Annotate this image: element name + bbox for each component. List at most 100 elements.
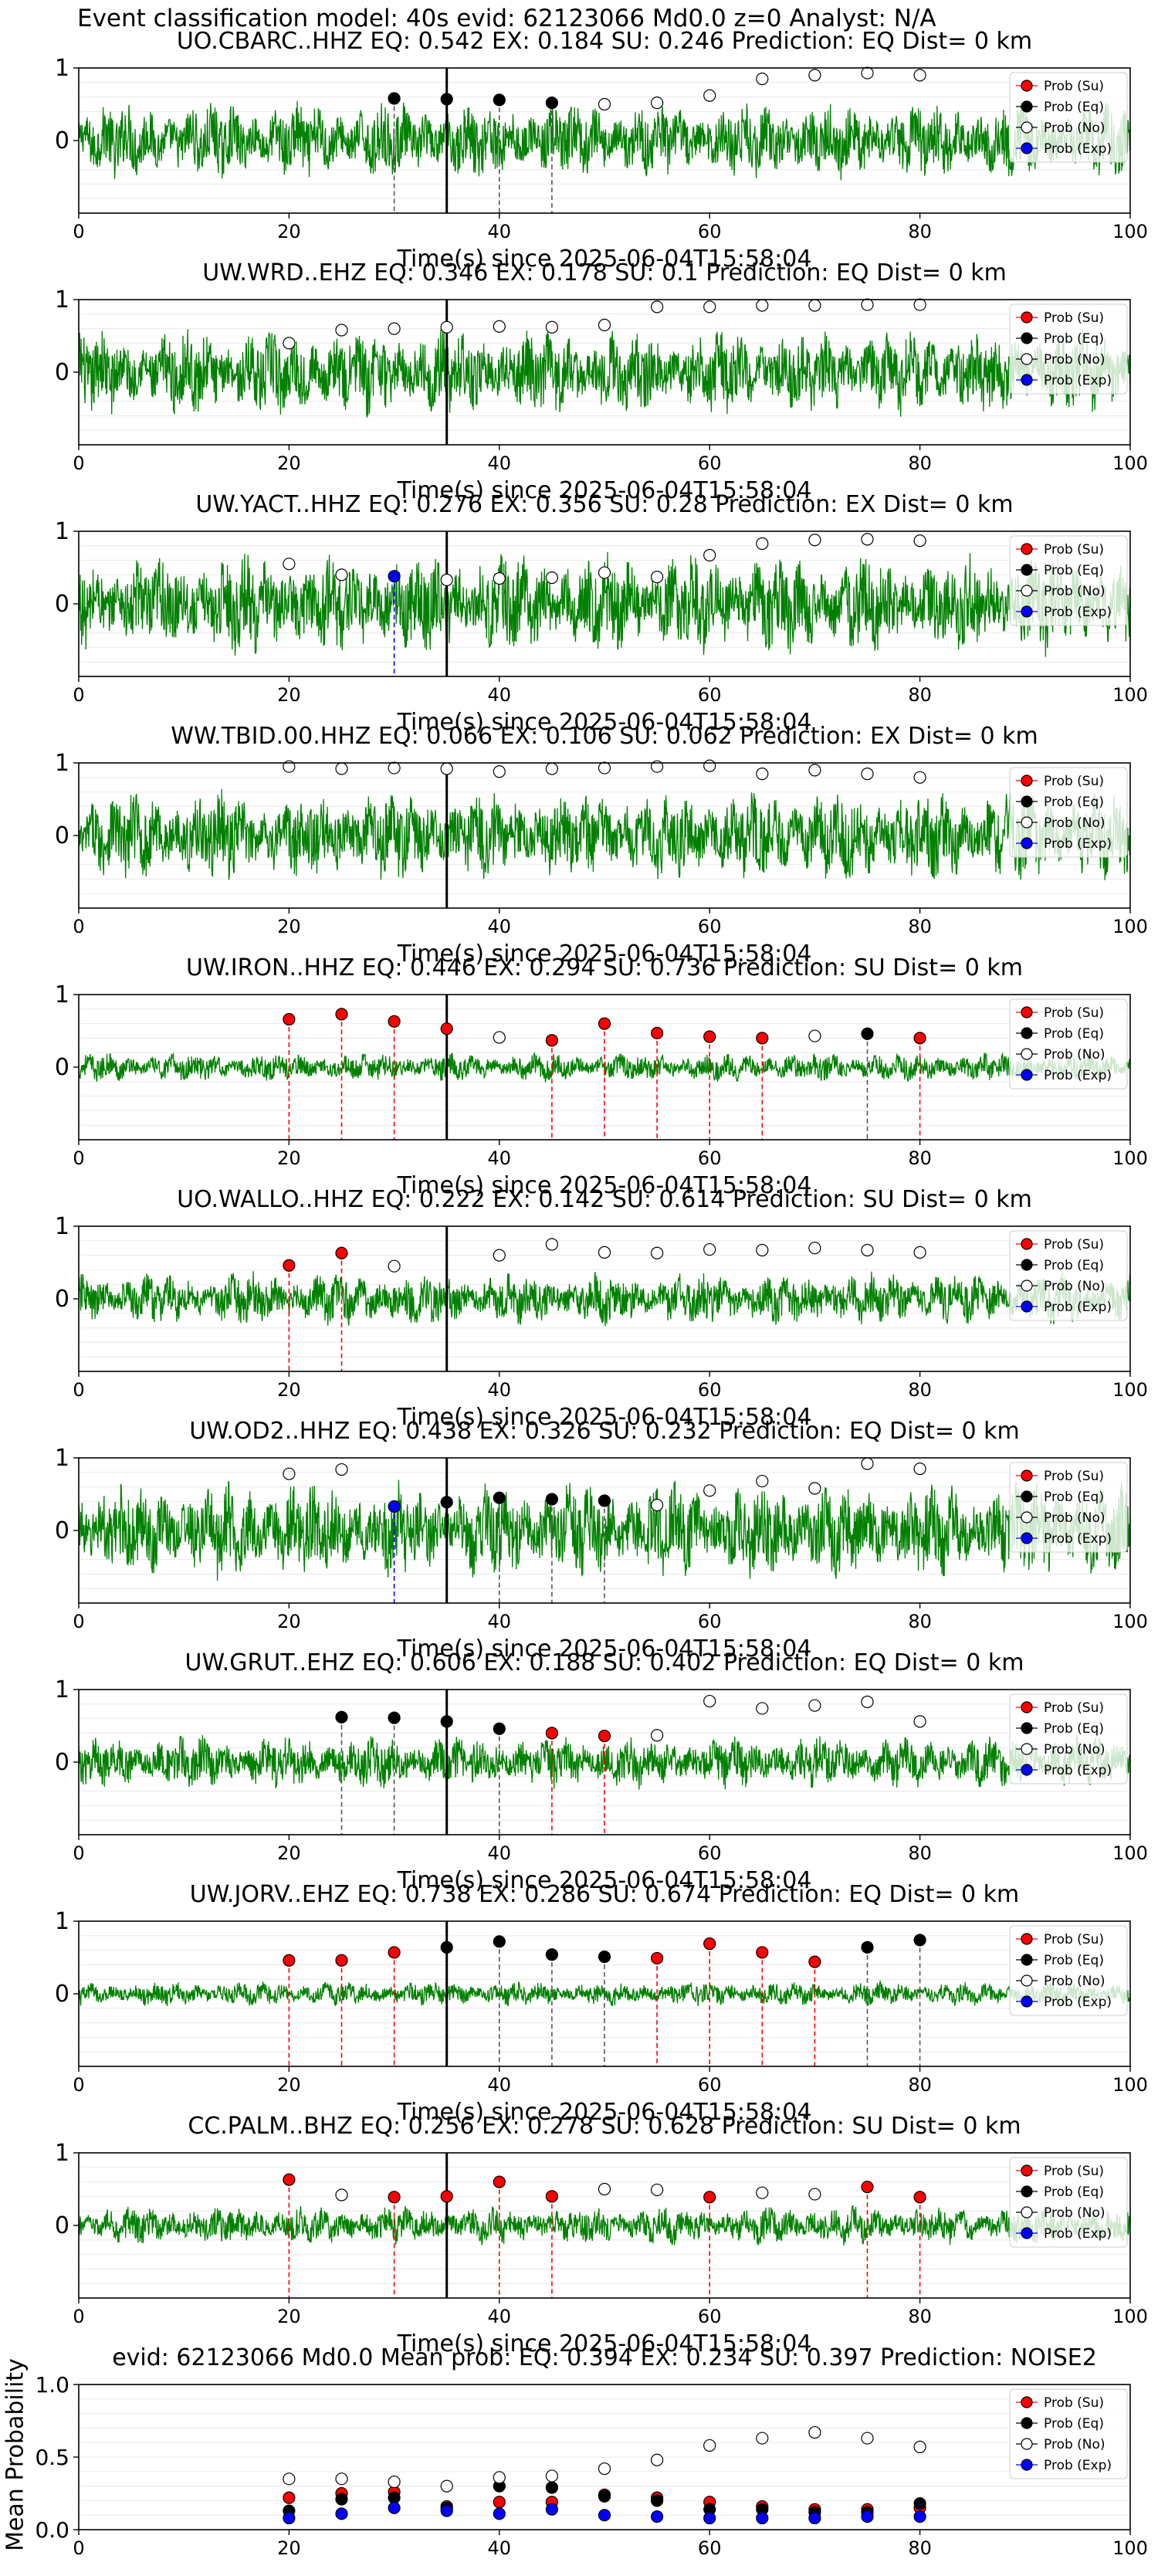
mean-prob-point-no [650,2453,664,2466]
prob-marker-no [703,548,716,562]
x-tick-label: 60 [698,684,722,706]
prob-marker-no [756,72,769,86]
mean-prob-point-exp [598,2509,611,2522]
legend-label: Prob (Eq) [1044,100,1104,115]
x-axis-label: Time(s) since 2025-06-04T15:58:04 [397,477,812,504]
legend-marker-eq [1021,1027,1033,1039]
x-tick-label: 100 [1112,221,1148,242]
x-tick-label: 0 [73,1611,84,1632]
legend-marker-no [1021,1974,1033,1987]
waveform-trace [79,1271,1130,1327]
x-axis-label: Time(s) since 2025-06-04T15:58:04 [397,1172,812,1199]
prob-marker-no [756,1243,769,1257]
prob-marker-no [861,1243,874,1257]
station-panel: UW.IRON..HHZ EQ: 0.446 EX: 0.294 SU: 0.7… [0,954,1158,1199]
x-tick-label: 20 [277,1842,301,1864]
prob-marker-su [283,1259,296,1272]
prob-marker-eq [440,1715,453,1728]
legend-marker-eq [1021,1259,1033,1271]
prob-marker-no [913,534,926,547]
legend-label: Prob (Su) [1044,1932,1104,1947]
legend-label: Prob (Exp) [1044,1068,1112,1083]
prob-marker-eq [388,1711,401,1724]
y-tick-label: 0 [55,1054,69,1081]
prob-marker-eq [388,92,401,105]
prob-marker-no [493,320,506,333]
legend-marker-eq [1021,1490,1033,1503]
legend-label: Prob (Su) [1044,79,1104,94]
prob-marker-no [493,571,506,585]
prob-marker-eq [440,1940,453,1954]
x-tick-label: 100 [1112,1842,1148,1864]
prob-marker-su [335,1246,348,1259]
legend-marker-eq [1021,1722,1033,1734]
x-axis-label: Time(s) since 2025-06-04T15:58:04 [397,709,812,736]
legend-label: Prob (Exp) [1044,1763,1112,1778]
prob-marker-no [703,89,716,102]
x-tick-label: 80 [908,2537,932,2559]
prob-marker-no [808,1242,821,1255]
x-tick-label: 20 [277,2074,301,2096]
prob-marker-no [756,537,769,551]
station-panel: UO.WALLO..HHZ EQ: 0.222 EX: 0.142 SU: 0.… [0,1186,1158,1431]
y-tick-label: 1 [55,286,69,314]
prob-marker-no [335,324,348,337]
prob-marker-no [703,759,716,772]
grid-lines [79,82,1130,199]
x-tick-label: 60 [698,1147,722,1169]
prob-marker-eq [598,1950,611,1964]
x-tick-label: 100 [1112,1611,1148,1632]
x-tick-label: 60 [698,1379,722,1401]
y-tick-label: 1 [55,981,69,1008]
mean-prob-point-exp [756,2511,769,2525]
legend-label: Prob (Exp) [1044,1995,1112,2010]
prob-marker-no [861,767,874,781]
panel-title: UO.WALLO..HHZ EQ: 0.222 EX: 0.142 SU: 0.… [177,1186,1032,1213]
prob-marker-no [703,1484,716,1497]
waveform-trace [79,329,1130,418]
prob-marker-no [598,761,611,774]
y-tick-label: 1 [55,55,69,82]
x-tick-label: 60 [698,1611,722,1632]
y-tick-label: 0.0 [35,2517,69,2543]
prob-marker-no [650,2183,664,2197]
legend-label: Prob (No) [1044,815,1106,831]
mean-probability-ylabel-wrap: Mean Probability [0,2358,31,2551]
mean-prob-point-exp [283,2511,296,2525]
prob-marker-no [861,298,874,311]
legend: Prob (Su) Prob (Eq) Prob (No) Prob (Exp) [1009,767,1128,858]
legend: Prob (Su) Prob (Eq) Prob (No) Prob (Exp) [1009,535,1128,626]
y-tick-label: 0 [55,127,69,154]
legend-label: Prob (Exp) [1044,836,1112,852]
legend-marker-no [1021,1048,1033,1060]
legend-label: Prob (Eq) [1044,1953,1104,1968]
legend-label: Prob (Su) [1044,1237,1104,1252]
mean-prob-point-eq [598,2490,611,2503]
legend-marker-exp [1021,837,1033,849]
legend-label: Prob (Su) [1044,1005,1104,1021]
x-tick-label: 100 [1112,1379,1148,1401]
prob-marker-no [756,2186,769,2199]
prob-marker-no [861,1695,874,1709]
figure-title: Event classification model: 40s evid: 62… [77,5,936,32]
mean-prob-point-exp [335,2507,348,2520]
legend-marker-su [1021,1469,1033,1482]
prob-marker-no [913,1462,926,1476]
legend-label: Prob (No) [1044,584,1106,599]
prob-marker-su [388,2191,401,2204]
y-tick-label: 0 [55,1517,69,1544]
legend-label: Prob (No) [1044,2437,1106,2452]
prob-marker-eq [598,1494,611,1507]
panel-title: CC.PALM..BHZ EQ: 0.256 EX: 0.278 SU: 0.6… [188,2113,1021,2140]
legend-marker-su [1021,774,1033,787]
legend: Prob (Su) Prob (Eq) Prob (No) Prob (Exp) [1009,998,1128,1090]
prob-marker-no [913,1246,926,1259]
x-tick-label: 60 [698,2306,722,2327]
legend-label: Prob (Eq) [1044,795,1104,810]
x-axis-label: Time(s) since 2025-06-04T15:58:04 [397,1867,812,1894]
x-tick-label: 20 [277,1147,301,1169]
